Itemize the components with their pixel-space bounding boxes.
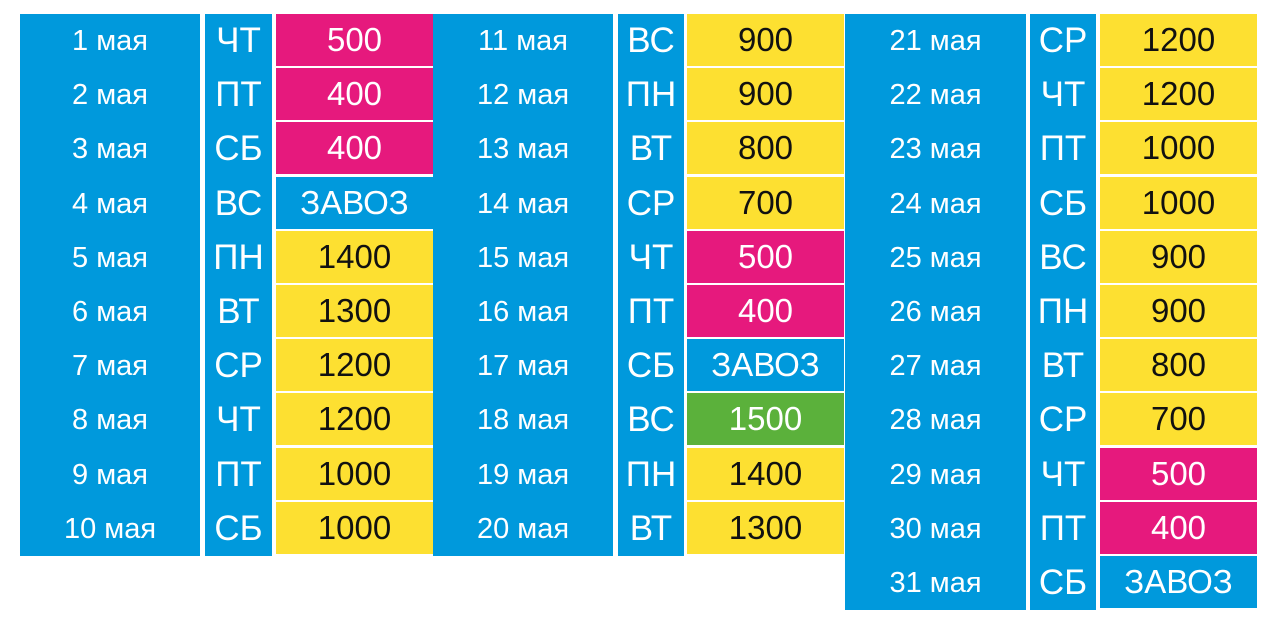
value-cell: 1000: [1100, 177, 1257, 229]
weekday-cell: ВТ: [217, 292, 260, 331]
date-cell: 21 мая: [889, 24, 982, 57]
value-cell: 900: [687, 68, 844, 120]
weekday-cell: СБ: [626, 346, 676, 385]
value-cell: 1000: [276, 448, 433, 500]
date-cell: 24 мая: [889, 187, 982, 220]
value-cell: 1000: [276, 502, 433, 554]
weekday-cell: ВС: [627, 21, 675, 60]
date-cell: 5 мая: [72, 241, 148, 274]
weekday-cell: ВТ: [629, 129, 673, 168]
date-cell: 15 мая: [476, 241, 570, 274]
date-cell: 22 мая: [889, 78, 982, 111]
date-cell: 18 мая: [476, 403, 570, 436]
weekday-cell: ПН: [213, 238, 264, 277]
value-cell: 400: [1100, 502, 1257, 554]
date-column: [433, 14, 613, 556]
value-cell: 1000: [1100, 122, 1257, 174]
weekday-cell: ПН: [625, 75, 677, 114]
value-cell: 800: [1100, 339, 1257, 391]
value-cell: 1500: [687, 393, 844, 445]
weekday-cell: ПТ: [215, 455, 262, 494]
value-cell: 400: [276, 68, 433, 120]
date-cell: 27 мая: [889, 349, 982, 382]
weekday-cell: ЧТ: [216, 400, 261, 439]
value-cell: 1400: [687, 448, 844, 500]
date-cell: 4 мая: [72, 187, 148, 220]
value-cell: 800: [687, 122, 844, 174]
weekday-column: [618, 14, 684, 556]
date-cell: 10 мая: [63, 512, 157, 545]
weekday-cell: СБ: [1038, 563, 1088, 602]
value-cell: 400: [276, 122, 433, 174]
value-cell: 500: [1100, 448, 1257, 500]
weekday-cell: СР: [626, 184, 676, 223]
weekday-cell: ЧТ: [216, 21, 261, 60]
date-cell: 23 мая: [889, 132, 982, 165]
weekday-cell: ЧТ: [628, 238, 674, 277]
weekday-cell: ЧТ: [1040, 75, 1086, 114]
date-cell: 28 мая: [889, 403, 982, 436]
weekday-cell: ПТ: [1039, 129, 1087, 168]
weekday-cell: ВТ: [1041, 346, 1085, 385]
value-cell: ЗАВОЗ: [687, 339, 844, 391]
weekday-cell: ПТ: [215, 75, 262, 114]
date-cell: 29 мая: [889, 458, 982, 491]
date-cell: 6 мая: [72, 295, 148, 328]
weekday-cell: ПТ: [627, 292, 675, 331]
weekday-cell: ПН: [1037, 292, 1089, 331]
date-cell: 9 мая: [72, 458, 148, 491]
value-cell: ЗАВОЗ: [276, 177, 433, 229]
date-cell: 25 мая: [889, 241, 982, 274]
date-cell: 8 мая: [72, 403, 148, 436]
date-cell: 13 мая: [476, 132, 570, 165]
weekday-cell: СБ: [214, 509, 263, 548]
value-cell: 1300: [687, 502, 844, 554]
weekday-cell: СБ: [214, 129, 263, 168]
date-cell: 12 мая: [476, 78, 570, 111]
weekday-cell: ПТ: [1039, 509, 1087, 548]
weekday-cell: СР: [214, 346, 263, 385]
date-cell: 16 мая: [476, 295, 570, 328]
date-cell: 2 мая: [72, 78, 148, 111]
date-cell: 17 мая: [476, 349, 570, 382]
value-cell: 1200: [276, 339, 433, 391]
value-cell: 900: [1100, 285, 1257, 337]
weekday-cell: СБ: [1038, 184, 1088, 223]
value-cell: 500: [276, 14, 433, 66]
weekday-cell: ВТ: [629, 509, 673, 548]
weekday-cell: ВС: [627, 400, 675, 439]
date-cell: 20 мая: [476, 512, 570, 545]
value-cell: 1200: [1100, 68, 1257, 120]
value-cell: 700: [687, 177, 844, 229]
value-cell: 900: [1100, 231, 1257, 283]
value-cell: 1300: [276, 285, 433, 337]
date-cell: 7 мая: [72, 349, 148, 382]
weekday-cell: ЧТ: [1040, 455, 1086, 494]
date-cell: 30 мая: [889, 512, 982, 545]
value-cell: 500: [687, 231, 844, 283]
date-cell: 26 мая: [889, 295, 982, 328]
weekday-column: [1030, 14, 1096, 610]
value-cell: 900: [687, 14, 844, 66]
date-cell: 31 мая: [889, 566, 982, 599]
weekday-cell: ПН: [625, 455, 677, 494]
date-column: [20, 14, 200, 556]
weekday-cell: СР: [1038, 400, 1088, 439]
weekday-cell: ВС: [1039, 238, 1087, 277]
value-cell: 1200: [276, 393, 433, 445]
value-cell: 700: [1100, 393, 1257, 445]
value-cell: ЗАВОЗ: [1100, 556, 1257, 608]
date-column: [845, 14, 1026, 610]
value-cell: 1400: [276, 231, 433, 283]
date-cell: 1 мая: [72, 24, 148, 57]
value-cell: 400: [687, 285, 844, 337]
date-cell: 19 мая: [476, 458, 570, 491]
value-cell: 1200: [1100, 14, 1257, 66]
date-cell: 3 мая: [72, 132, 148, 165]
weekday-cell: СР: [1038, 21, 1088, 60]
date-cell: 11 мая: [478, 24, 568, 57]
date-cell: 14 мая: [476, 187, 570, 220]
weekday-cell: ВС: [214, 184, 263, 223]
weekday-column: [205, 14, 272, 556]
